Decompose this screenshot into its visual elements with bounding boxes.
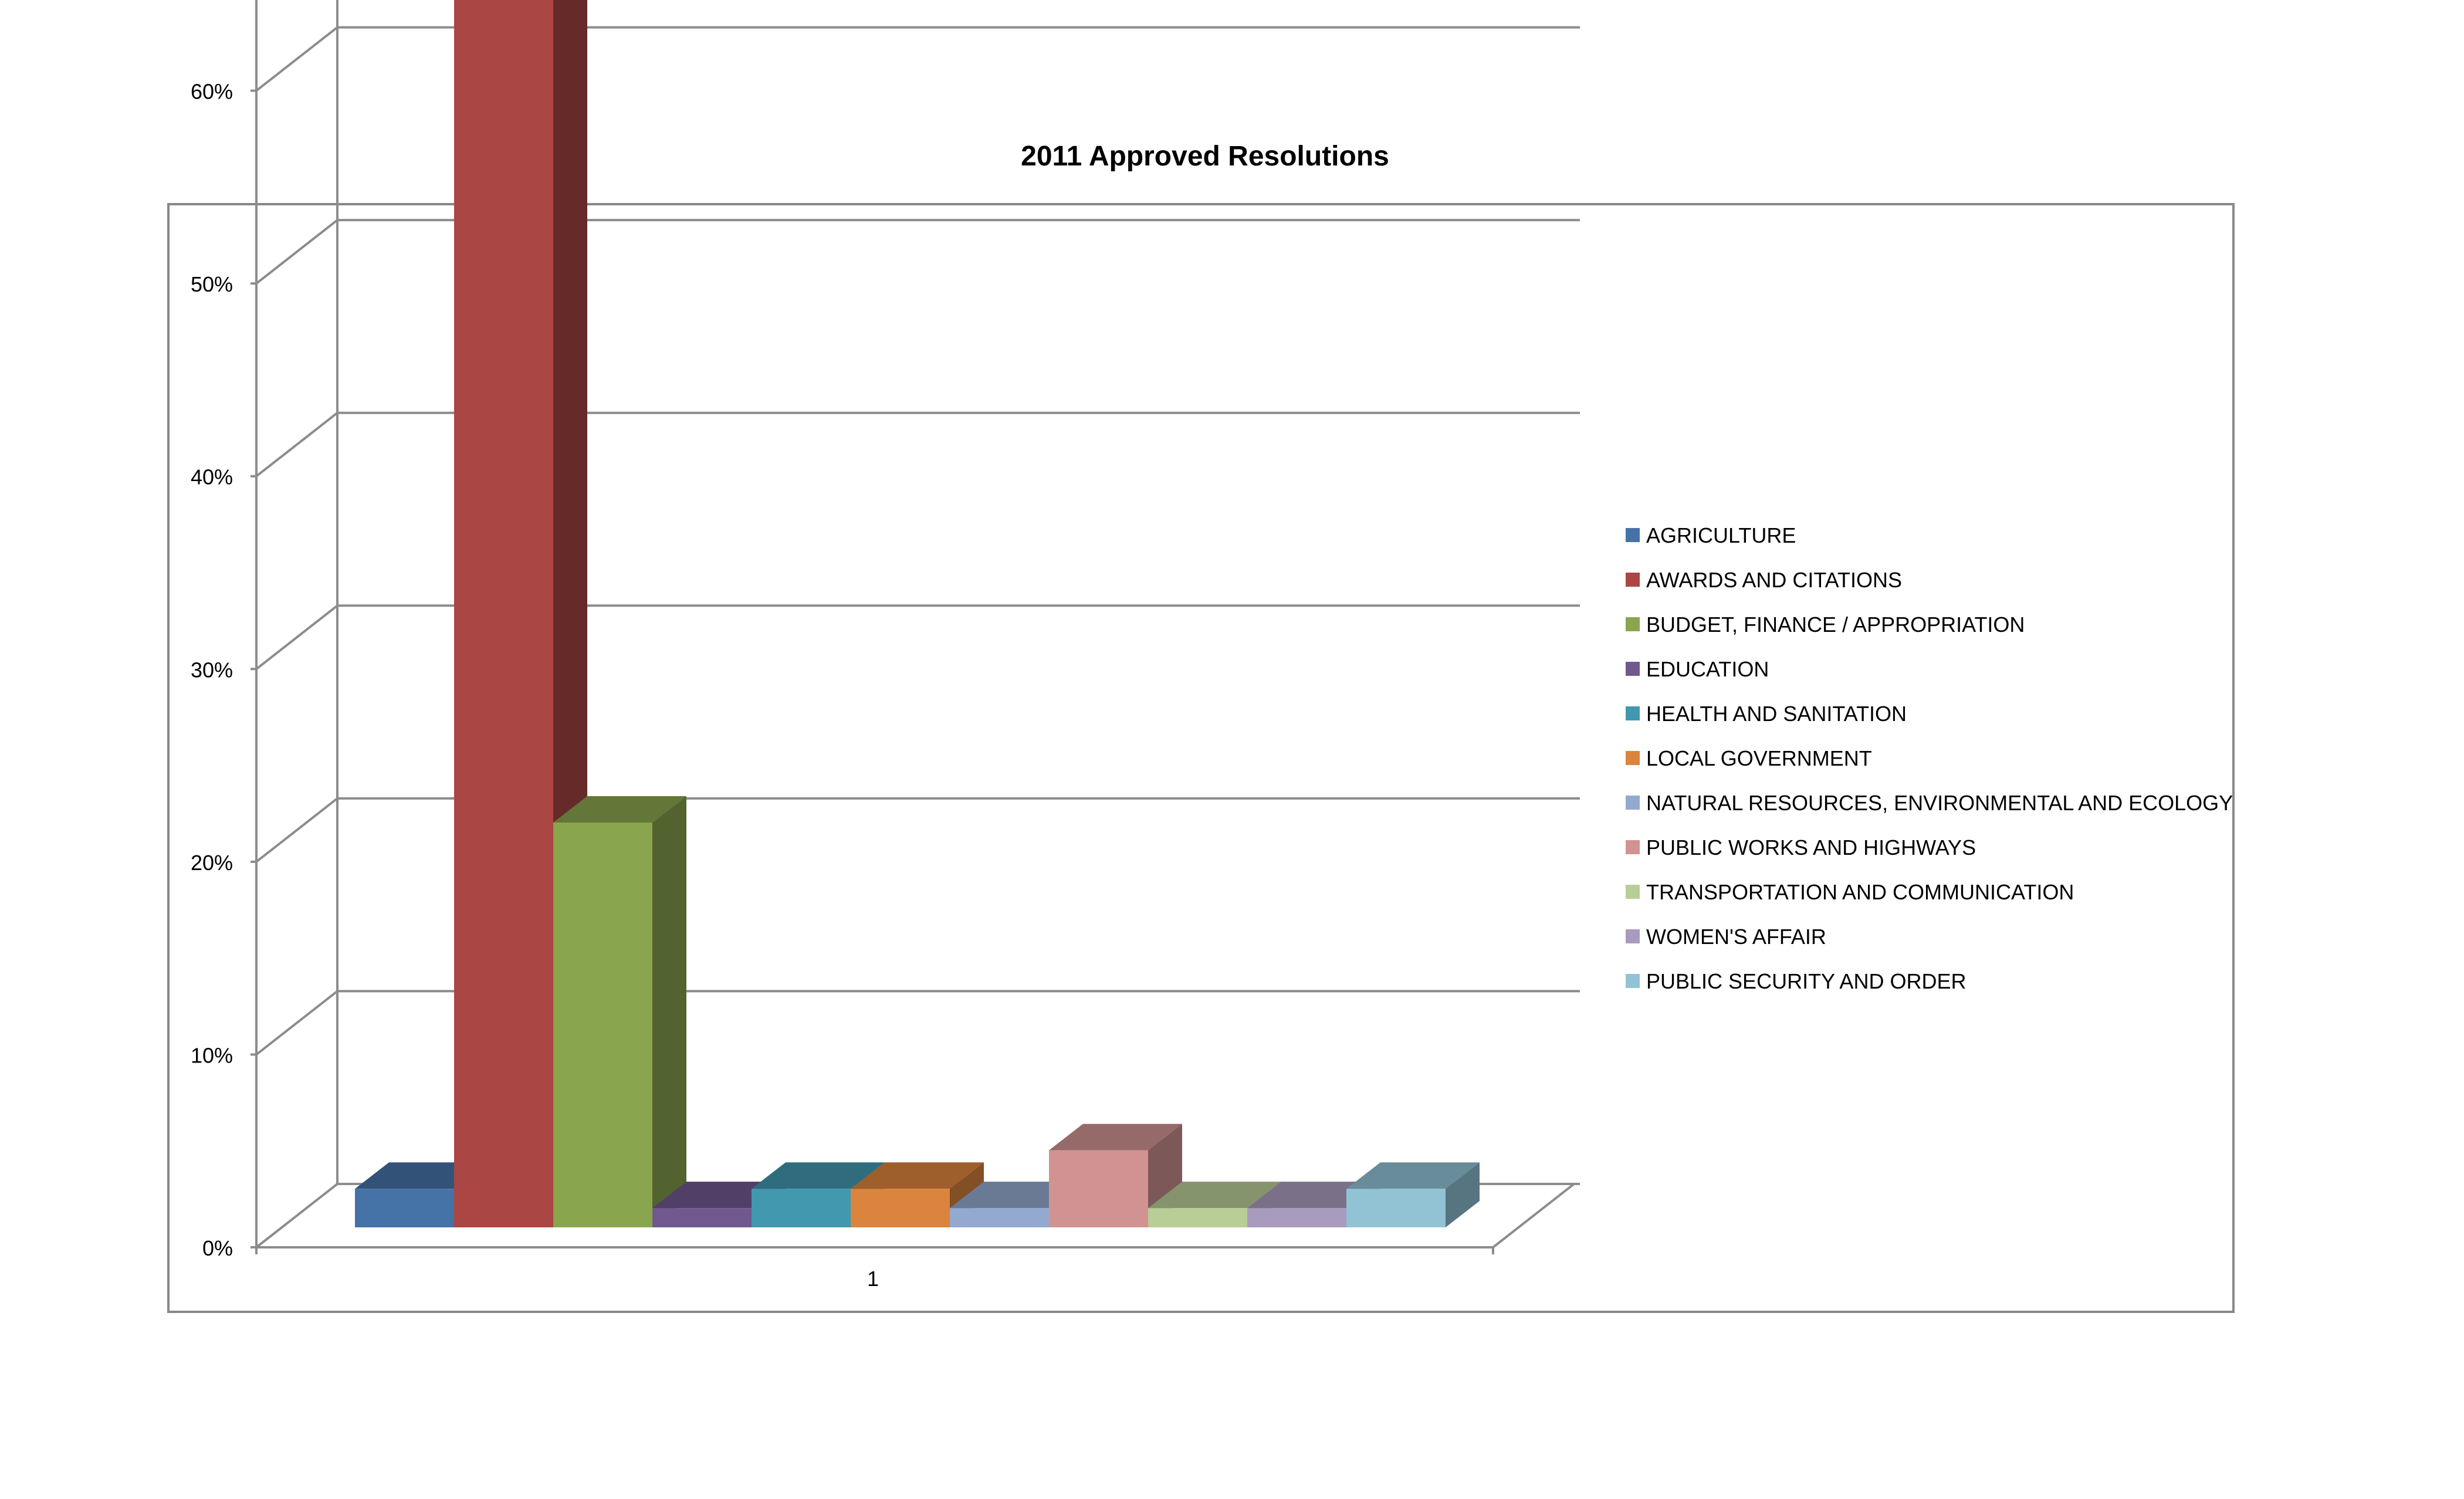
legend-item: PUBLIC SECURITY AND ORDER: [1626, 969, 1966, 993]
gridline-depth: [255, 797, 339, 863]
y-tick-label: 40%: [191, 465, 233, 489]
bar: [1346, 1162, 1480, 1227]
bar-front: [1148, 1208, 1247, 1227]
legend-label: PUBLIC SECURITY AND ORDER: [1646, 969, 1966, 993]
bar-front: [1049, 1150, 1148, 1227]
legend-swatch: [1626, 706, 1640, 720]
legend-swatch: [1626, 885, 1640, 899]
legend-label: PUBLIC WORKS AND HIGHWAYS: [1646, 835, 1976, 860]
bar-front: [752, 1189, 851, 1227]
gridline-depth: [255, 219, 339, 285]
bar-side: [652, 796, 686, 1227]
legend-item: WOMEN'S AFFAIR: [1626, 925, 1826, 949]
bars: [355, 0, 1480, 1228]
legend-label: EDUCATION: [1646, 657, 1769, 681]
legend-label: TRANSPORTATION AND COMMUNICATION: [1646, 880, 2074, 904]
gridline-depth: [255, 26, 339, 92]
legend-label: BUDGET, FINANCE / APPROPRIATION: [1646, 613, 2025, 637]
bar-front: [1247, 1208, 1346, 1227]
legend-item: AGRICULTURE: [1626, 523, 1796, 547]
legend-label: HEALTH AND SANITATION: [1646, 702, 1907, 726]
legend-swatch: [1626, 662, 1640, 676]
bar-front: [1346, 1189, 1446, 1227]
bar-top: [1049, 1124, 1182, 1151]
legend-swatch: [1626, 528, 1640, 542]
legend-swatch: [1626, 617, 1640, 631]
legend-item: HEALTH AND SANITATION: [1626, 702, 1907, 726]
gridline-depth: [255, 1183, 339, 1248]
bar-front: [652, 1208, 752, 1227]
legend-label: WOMEN'S AFFAIR: [1646, 925, 1826, 949]
gridline-depth: [255, 604, 339, 670]
bar-front: [950, 1208, 1049, 1227]
x-tick-label: 1: [867, 1267, 879, 1291]
legend-swatch: [1626, 796, 1640, 810]
floor-edge: [1492, 1183, 1575, 1248]
legend-item: EDUCATION: [1626, 657, 1769, 681]
legend-item: LOCAL GOVERNMENT: [1626, 746, 1872, 770]
legend-item: NATURAL RESOURCES, ENVIRONMENTAL AND ECO…: [1626, 791, 2233, 815]
plot-frame: [167, 203, 2235, 1313]
legend: AGRICULTURE AWARDS AND CITATIONS BUDGET, F…: [1626, 523, 2233, 993]
y-tick-label: 10%: [191, 1043, 233, 1067]
y-tick-label: 20%: [191, 851, 233, 875]
bar: [851, 1162, 984, 1227]
legend-swatch: [1626, 751, 1640, 765]
y-tick-label: 50%: [191, 272, 233, 296]
legend-swatch: [1626, 929, 1640, 943]
legend-item: PUBLIC WORKS AND HIGHWAYS: [1626, 835, 1976, 860]
y-tick-label: 60%: [191, 80, 233, 104]
bar-top: [851, 1162, 984, 1189]
legend-swatch: [1626, 840, 1640, 854]
y-tick-label: 0%: [202, 1236, 233, 1260]
bar-top: [752, 1162, 885, 1189]
legend-item: AWARDS AND CITATIONS: [1626, 568, 1902, 592]
legend-item: BUDGET, FINANCE / APPROPRIATION: [1626, 613, 2025, 637]
x-axis: 1: [867, 1267, 879, 1291]
y-tick-label: 30%: [191, 658, 233, 682]
gridline-depth: [255, 412, 339, 478]
bar-front: [454, 0, 553, 1228]
y-axis: 0%10%20%30%40%50%60%70%: [191, 0, 1575, 1260]
legend-label: NATURAL RESOURCES, ENVIRONMENTAL AND ECO…: [1646, 791, 2233, 815]
legend-label: AWARDS AND CITATIONS: [1646, 568, 1902, 592]
bar: [454, 0, 587, 1228]
legend-label: AGRICULTURE: [1646, 523, 1796, 547]
bar-top: [1346, 1162, 1480, 1189]
legend-item: TRANSPORTATION AND COMMUNICATION: [1626, 880, 2074, 904]
bar-front: [553, 823, 652, 1227]
legend-label: LOCAL GOVERNMENT: [1646, 746, 1872, 770]
bar-front: [851, 1189, 950, 1227]
legend-swatch: [1626, 573, 1640, 587]
bar: [553, 796, 686, 1227]
bar-front: [355, 1189, 454, 1227]
gridline-depth: [255, 990, 339, 1056]
legend-swatch: [1626, 974, 1640, 988]
bar-side: [1446, 1162, 1480, 1227]
bar-top: [553, 796, 686, 823]
chart-title: 2011 Approved Resolutions: [1021, 141, 1389, 172]
bar-top: [1148, 1182, 1281, 1209]
